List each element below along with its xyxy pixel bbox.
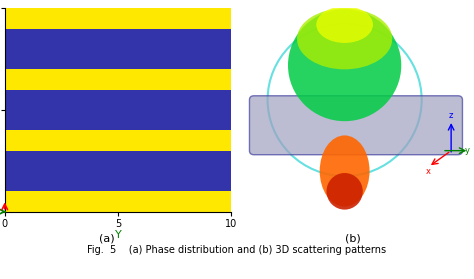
Bar bbox=[5, 151, 231, 191]
Text: y: y bbox=[464, 146, 469, 155]
X-axis label: Y: Y bbox=[115, 230, 121, 240]
Ellipse shape bbox=[316, 6, 373, 43]
Text: (a): (a) bbox=[99, 234, 115, 244]
Text: z: z bbox=[449, 111, 453, 120]
Bar bbox=[5, 130, 231, 151]
Text: x: x bbox=[426, 167, 431, 176]
Ellipse shape bbox=[288, 9, 401, 121]
Bar bbox=[5, 29, 231, 69]
Text: (b): (b) bbox=[345, 234, 361, 244]
Bar bbox=[5, 8, 231, 29]
Bar bbox=[5, 90, 231, 130]
Ellipse shape bbox=[319, 135, 370, 206]
Ellipse shape bbox=[297, 8, 392, 69]
Bar bbox=[5, 191, 231, 212]
FancyBboxPatch shape bbox=[249, 96, 463, 155]
Ellipse shape bbox=[327, 173, 363, 210]
Text: Fig.  5    (a) Phase distribution and (b) 3D scattering patterns: Fig. 5 (a) Phase distribution and (b) 3D… bbox=[87, 245, 387, 255]
Bar bbox=[5, 69, 231, 90]
